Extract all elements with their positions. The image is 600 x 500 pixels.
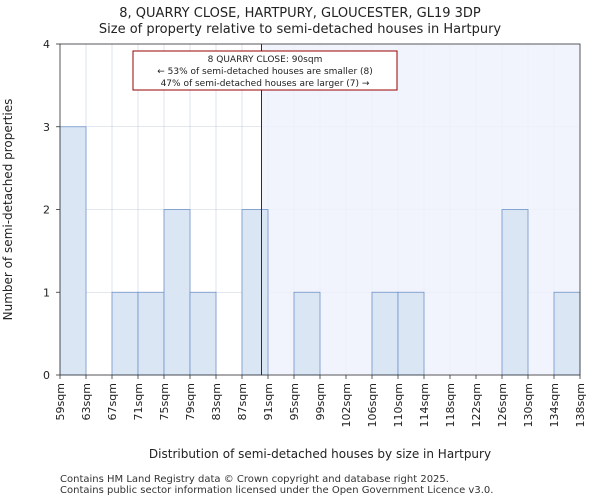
annotation-line-2: ← 53% of semi-detached houses are smalle…: [157, 67, 373, 77]
y-axis-ticks: 0 1 2 3 4: [43, 38, 60, 382]
x-tick-label: 91sqm: [262, 383, 275, 420]
footer-licence: Contains public sector information licen…: [60, 485, 494, 496]
y-axis-label: Number of semi-detached properties: [1, 99, 15, 321]
y-tick-label: 3: [43, 121, 50, 134]
bar: [189, 291, 217, 376]
x-tick-label: 118sqm: [444, 383, 457, 427]
bars-group: [59, 126, 581, 376]
x-tick-label: 122sqm: [470, 383, 483, 427]
x-axis-ticks: 59sqm 63sqm 67sqm 71sqm 75sqm 79sqm 83sqm 87sqm…: [54, 375, 587, 427]
bar: [59, 126, 87, 376]
x-tick-label: 106sqm: [366, 383, 379, 427]
x-tick-label: 134sqm: [548, 383, 561, 427]
chart-subtitle: Size of property relative to semi-detach…: [98, 22, 502, 37]
x-tick-label: 63sqm: [80, 383, 93, 420]
x-tick-label: 79sqm: [184, 383, 197, 420]
x-tick-label: 99sqm: [314, 383, 327, 420]
bar: [241, 209, 269, 376]
x-tick-label: 83sqm: [210, 383, 223, 420]
y-tick-label: 4: [43, 38, 50, 51]
footer-copyright: Contains HM Land Registry data © Crown c…: [60, 474, 449, 485]
bar: [293, 291, 321, 376]
y-tick-label: 1: [43, 286, 50, 299]
bar: [111, 291, 139, 376]
x-axis-label: Distribution of semi-detached houses by …: [149, 447, 491, 461]
x-tick-label: 138sqm: [574, 383, 587, 427]
x-tick-label: 102sqm: [340, 383, 353, 427]
bar: [501, 209, 529, 376]
histogram-chart: 0 1 2 3 4 59sqm 63sqm 67sqm 71sqm 75sqm 79sqm 83sq…: [1, 38, 587, 461]
bar: [397, 291, 425, 376]
x-tick-label: 110sqm: [392, 383, 405, 427]
bar: [371, 291, 399, 376]
y-tick-label: 2: [43, 204, 50, 217]
annotation-box: 8 QUARRY CLOSE: 90sqm ← 53% of semi-deta…: [132, 50, 398, 91]
bar: [163, 209, 191, 376]
x-tick-label: 71sqm: [132, 383, 145, 420]
x-tick-label: 114sqm: [418, 383, 431, 427]
bar: [137, 291, 165, 376]
x-tick-label: 67sqm: [106, 383, 119, 420]
chart-title: 8, QUARRY CLOSE, HARTPURY, GLOUCESTER, G…: [119, 6, 481, 21]
bar: [553, 291, 581, 376]
x-tick-label: 130sqm: [522, 383, 535, 427]
x-tick-label: 95sqm: [288, 383, 301, 420]
x-tick-label: 126sqm: [496, 383, 509, 427]
annotation-line-3: 47% of semi-detached houses are larger (…: [161, 79, 370, 89]
x-tick-label: 87sqm: [236, 383, 249, 420]
x-tick-label: 59sqm: [54, 383, 67, 420]
x-tick-label: 75sqm: [158, 383, 171, 420]
annotation-line-1: 8 QUARRY CLOSE: 90sqm: [208, 55, 323, 65]
annotation-box-border: [132, 50, 398, 91]
y-tick-label: 0: [43, 369, 50, 382]
